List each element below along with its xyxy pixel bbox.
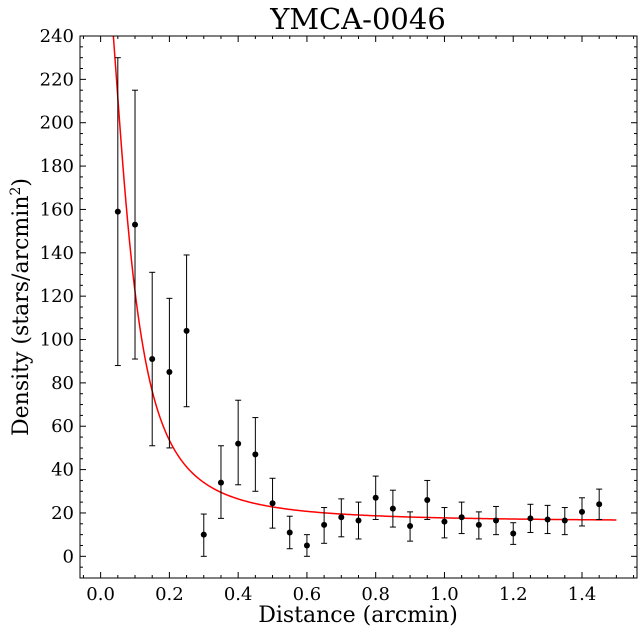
y-tick-label: 180 <box>40 156 74 177</box>
chart-title: YMCA-0046 <box>269 2 446 36</box>
x-tick-label: 0.8 <box>361 584 390 605</box>
x-tick-label: 0.4 <box>224 584 253 605</box>
x-tick-label: 1.2 <box>499 584 528 605</box>
data-point <box>269 500 276 507</box>
y-tick-label: 200 <box>40 113 74 134</box>
y-tick-label: 80 <box>51 373 74 394</box>
data-point <box>217 479 224 486</box>
data-point <box>372 494 379 501</box>
y-axis-label-main: Density (stars/arcmin <box>9 196 34 437</box>
data-point <box>132 221 139 228</box>
y-tick-label: 120 <box>40 286 74 307</box>
data-point <box>475 521 482 528</box>
data-point <box>321 521 328 528</box>
data-point <box>596 501 603 508</box>
y-axis-label-close: ) <box>9 178 34 187</box>
x-tick-label: 0.0 <box>86 584 115 605</box>
y-tick-label: 40 <box>51 460 74 481</box>
data-point <box>149 356 156 363</box>
data-point <box>235 440 242 447</box>
data-point <box>561 517 568 524</box>
y-tick-label: 100 <box>40 330 74 351</box>
x-tick-label: 1.4 <box>568 584 597 605</box>
data-point <box>424 496 431 503</box>
data-point <box>183 327 190 334</box>
y-tick-label: 20 <box>51 503 74 524</box>
data-point <box>407 522 414 529</box>
data-point <box>458 514 465 521</box>
x-tick-label: 0.6 <box>293 584 322 605</box>
y-axis-label: Density (stars/arcmin2) <box>8 178 34 436</box>
data-point <box>527 515 534 522</box>
data-point <box>114 208 121 215</box>
data-point <box>252 451 259 458</box>
y-tick-label: 140 <box>40 243 74 264</box>
data-point <box>338 514 345 521</box>
y-axis-label-superscript: 2 <box>8 187 24 196</box>
data-point <box>493 517 500 524</box>
y-tick-label: 220 <box>40 69 74 90</box>
data-point <box>389 505 396 512</box>
data-point <box>166 369 173 376</box>
y-tick-label: 160 <box>40 199 74 220</box>
x-tick-label: 0.2 <box>155 584 184 605</box>
x-axis-label: Distance (arcmin) <box>258 603 458 628</box>
y-tick-label: 0 <box>63 546 74 567</box>
data-point <box>578 508 585 515</box>
x-tick-label: 1.0 <box>430 584 459 605</box>
data-point <box>200 531 207 538</box>
data-point <box>510 530 517 537</box>
y-tick-label: 60 <box>51 416 74 437</box>
data-point <box>441 518 448 525</box>
data-point <box>355 517 362 524</box>
y-tick-label: 240 <box>40 26 74 47</box>
data-point <box>286 529 293 536</box>
data-point <box>544 516 551 523</box>
data-point <box>303 542 310 549</box>
